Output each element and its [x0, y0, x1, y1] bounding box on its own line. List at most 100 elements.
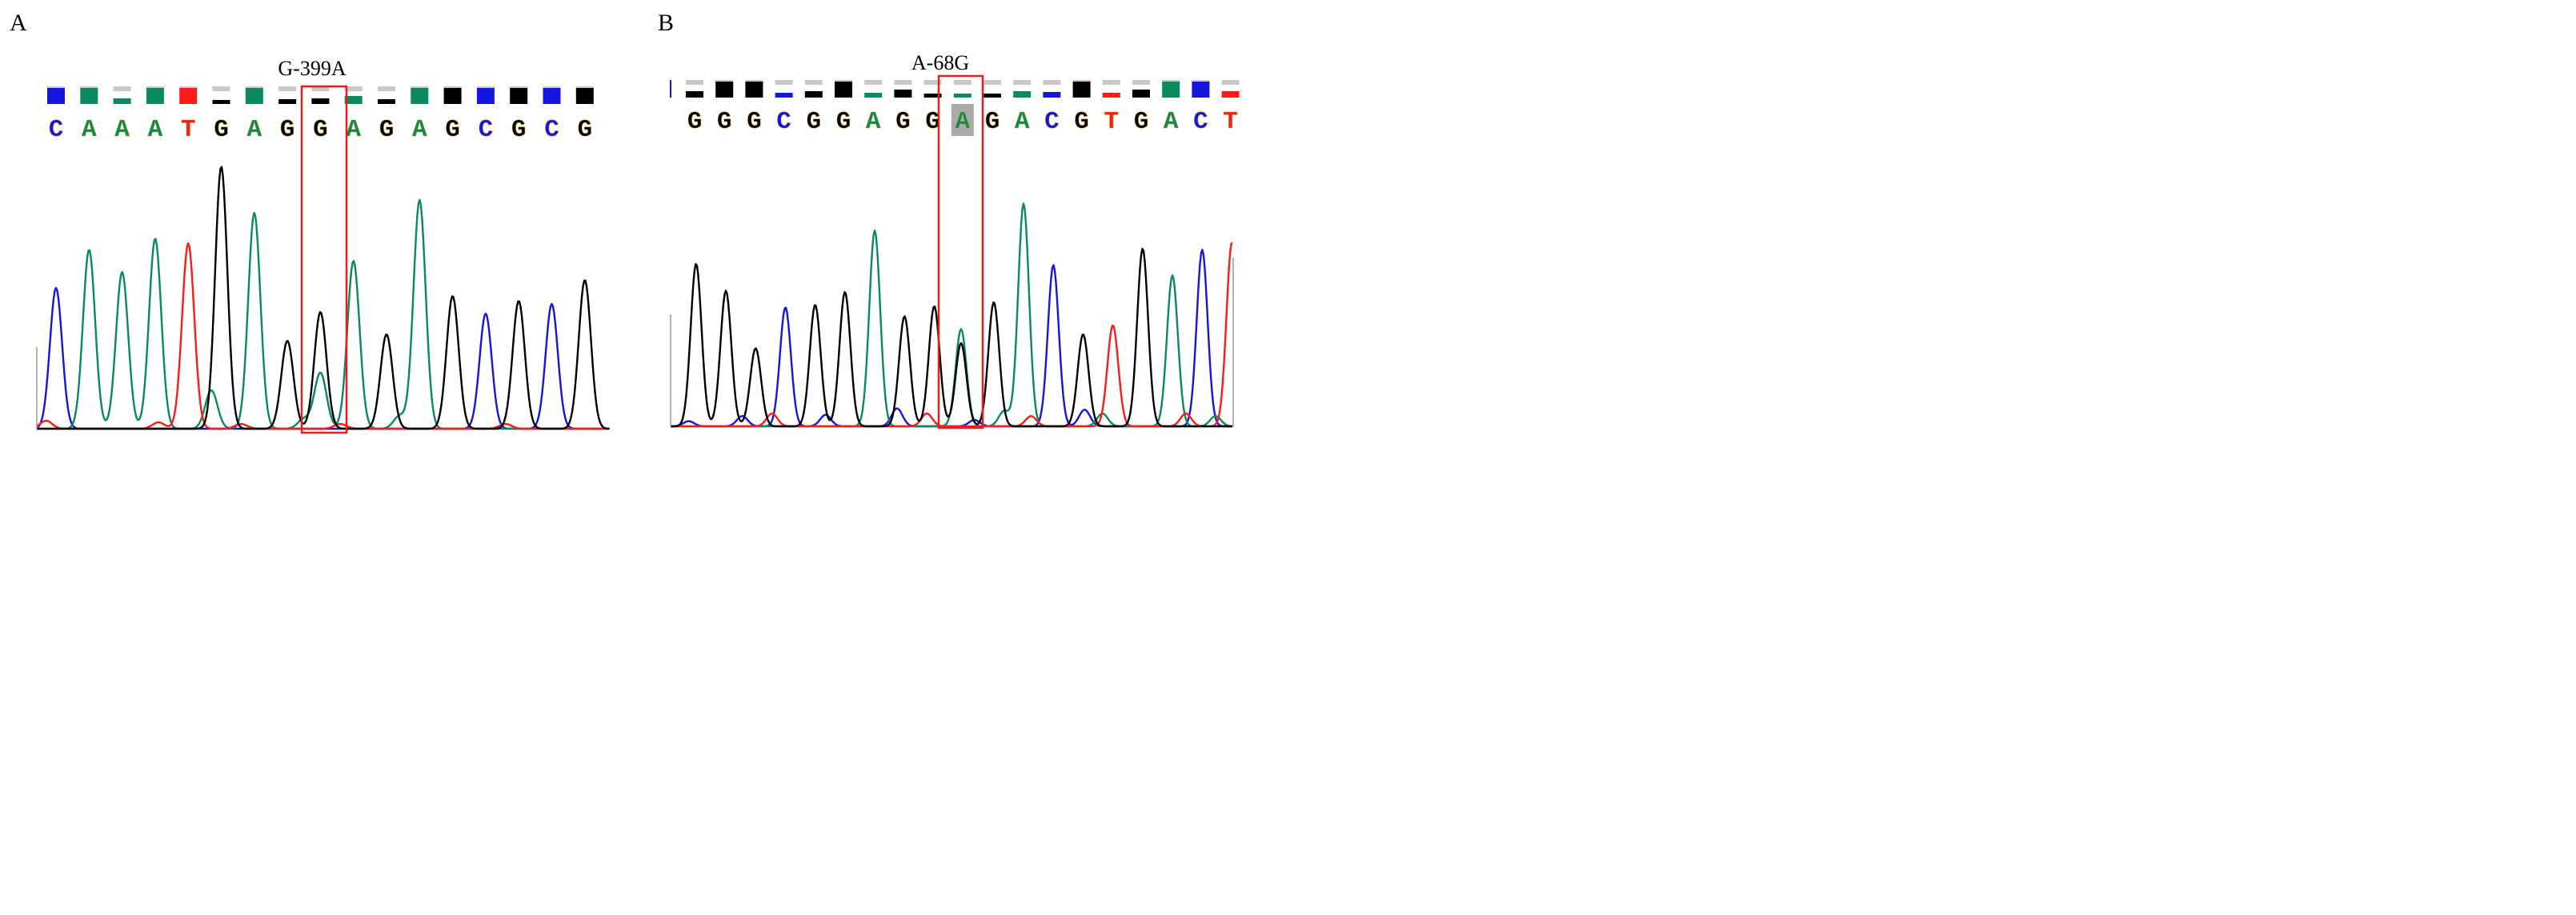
panel-b-base-call: G	[806, 108, 821, 136]
panel-a-quality-bar	[278, 99, 297, 104]
panel-a-quality-bar	[311, 98, 330, 104]
panel-a-quality-cap	[311, 86, 330, 91]
panel-b-base-call: G	[1134, 108, 1149, 136]
panel-a-base-call: G	[214, 116, 229, 144]
panel-b-base-call: G	[717, 108, 732, 136]
panel-a-base-call: A	[114, 116, 130, 144]
panel-b-base-call: C	[1193, 108, 1208, 136]
panel-a-base-call: G	[313, 116, 328, 144]
panel-b-quality-cap	[775, 80, 793, 85]
panel-b-quality-bar	[1072, 82, 1091, 98]
panel-b-quality-bars	[686, 80, 1240, 98]
panel-b-quality-bar	[984, 94, 1001, 98]
panel-a-quality-bar	[113, 98, 131, 104]
panel-b-quality-bar	[1132, 90, 1150, 98]
panel-b-base-call: C	[776, 108, 791, 136]
panel-a-mutation-label: G-399A	[278, 57, 346, 80]
panel-b-base-call: G	[895, 108, 911, 136]
panel-a-quality-cap	[378, 86, 395, 91]
panel-a-quality-bar	[411, 88, 429, 104]
panel-b-quality-bar	[923, 94, 942, 98]
panel-b-base-call: G	[836, 108, 851, 136]
panel-a-base-call: G	[445, 116, 460, 144]
panel-b-base-call: G	[687, 108, 703, 136]
panel-b-base-highlight	[951, 104, 974, 136]
panel-b-quality-bar	[745, 82, 763, 98]
panel-a-quality-bar	[245, 88, 263, 104]
panel-b-quality-cap	[1221, 80, 1240, 85]
panel-a-base-call: C	[544, 116, 559, 144]
panel-a-trace-a	[37, 198, 610, 430]
panel-b-quality-bar	[775, 93, 793, 98]
panel-a-quality-bar	[212, 100, 230, 104]
panel-b-base-call: T	[1223, 108, 1238, 136]
panel-a-quality-cap	[212, 86, 230, 91]
panel-a-quality-bar	[146, 88, 164, 104]
panel-a-base-call: A	[246, 116, 262, 144]
panel-a-quality-bar	[443, 88, 462, 104]
panel-b-quality-bar	[1043, 92, 1061, 98]
panel-b-quality-bar	[835, 82, 852, 98]
panel-b-mutation-label: A-68G	[911, 51, 969, 74]
panel-b-base-call: G	[925, 108, 940, 136]
panel-b-quality-bar	[686, 91, 703, 98]
panel-a-base-call: A	[412, 116, 427, 144]
panel-b-quality-cap	[1132, 80, 1150, 85]
panel-b-letter: B	[658, 10, 674, 36]
panel-a-traces	[36, 166, 610, 430]
panel-b-base-call: G	[747, 108, 762, 136]
panel-b-base-call: A	[1164, 108, 1179, 136]
panel-b-quality-cap	[804, 80, 823, 85]
panel-b-mutation-box	[937, 74, 984, 430]
panel-a-quality-cap	[344, 86, 363, 91]
panel-b-quality-cap	[864, 80, 883, 85]
panel-a-quality-bar	[378, 99, 395, 104]
panel-a-quality-bar	[179, 88, 198, 104]
panel-b-base-call: A	[1015, 108, 1030, 136]
panel-b-quality-bar	[1162, 82, 1180, 98]
panel-b-quality-bar	[1013, 91, 1032, 98]
panel-a-quality-bar	[543, 88, 561, 104]
panel-b-quality-bar	[715, 82, 734, 98]
panel-a-base-call: G	[511, 116, 527, 144]
panel-b-quality-bar	[894, 90, 912, 98]
panel-a-base-call: T	[181, 116, 196, 144]
panel-b-traces	[670, 202, 1233, 428]
panel-b-base-call: C	[1044, 108, 1060, 136]
panel-a-base-call: A	[346, 116, 361, 144]
panel-a-quality-bar	[575, 88, 594, 104]
panel-b-quality-cap	[923, 80, 942, 85]
panel-b-base-call: A	[955, 108, 970, 136]
panel-a-base-call: C	[479, 116, 494, 144]
panel-a-quality-bar	[80, 88, 98, 104]
panel-b-base-call: G	[1074, 108, 1089, 136]
panel-b-quality-cap	[686, 80, 703, 85]
panel-a-quality-bar	[344, 96, 363, 104]
panel-a-mutation-box	[300, 85, 348, 434]
panel-b-quality-bar	[804, 91, 823, 98]
panel-b-quality-cap	[953, 80, 972, 85]
panel-b-quality-cap	[984, 80, 1001, 85]
panel-b-trace-t	[671, 242, 1233, 428]
panel-a-base-call: A	[148, 116, 163, 144]
panel-a-quality-bar	[476, 88, 495, 104]
panel-a-quality-bar	[510, 88, 528, 104]
panel-a-base-call: A	[82, 116, 97, 144]
figure-background	[0, 0, 1255, 435]
panel-b-quality-bar	[1221, 91, 1240, 98]
panel-b-quality-cap	[894, 80, 912, 85]
panel-b-base-call: G	[985, 108, 1000, 136]
panel-b-quality-bar	[953, 94, 972, 98]
panel-b-quality-cap	[1013, 80, 1032, 85]
panel-a-letter: A	[10, 10, 27, 36]
panel-a-quality-cap	[278, 86, 297, 91]
panel-a-base-call: G	[577, 116, 592, 144]
panel-b-quality-cap	[1102, 80, 1120, 85]
panel-b-quality-bar	[1192, 82, 1210, 98]
panel-b-base-call: T	[1104, 108, 1119, 136]
